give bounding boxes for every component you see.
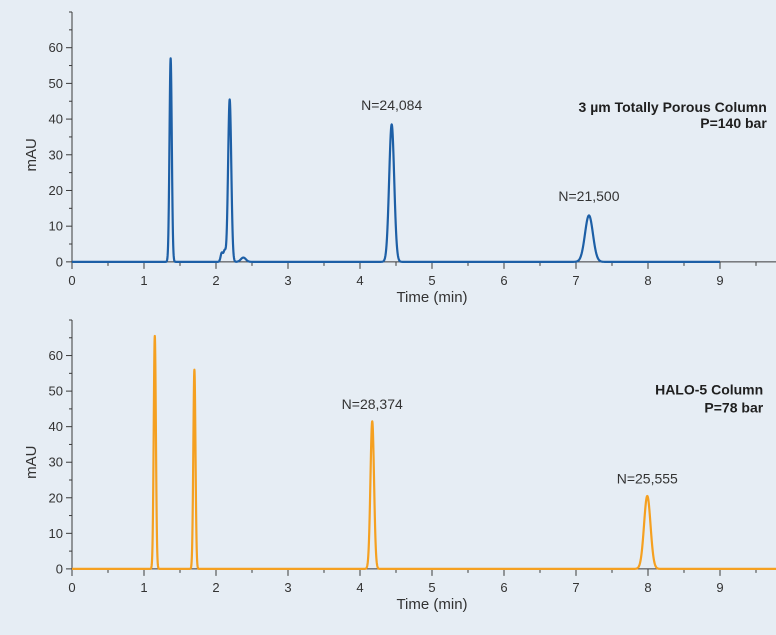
x-tick-label: 2 <box>212 273 219 288</box>
x-tick-label: 0 <box>68 580 75 595</box>
chromatogram-trace <box>71 334 776 570</box>
x-tick-label: 3 <box>284 273 291 288</box>
y-tick-label: 20 <box>49 490 63 505</box>
column-label: 3 µm Totally Porous Column <box>579 99 767 115</box>
column-label: HALO-5 Column <box>655 382 763 398</box>
x-tick-label: 9 <box>716 580 723 595</box>
x-tick-label: 9 <box>716 273 723 288</box>
x-tick-label: 8 <box>644 273 651 288</box>
y-tick-label: 30 <box>49 147 63 162</box>
x-tick-label: 4 <box>356 273 363 288</box>
y-tick-label: 40 <box>49 112 63 127</box>
column-label: P=78 bar <box>704 399 763 415</box>
x-tick-label: 7 <box>572 273 579 288</box>
y-tick-label: 20 <box>49 183 63 198</box>
column-label: P=140 bar <box>700 115 767 131</box>
x-tick-label: 0 <box>68 273 75 288</box>
y-tick-label: 60 <box>49 40 63 55</box>
x-tick-label: 2 <box>212 580 219 595</box>
x-tick-label: 1 <box>140 580 147 595</box>
y-tick-label: 10 <box>49 526 63 541</box>
y-tick-label: 10 <box>49 219 63 234</box>
x-tick-label: 5 <box>428 273 435 288</box>
peak-efficiency-label: N=21,500 <box>558 188 619 204</box>
y-tick-label: 50 <box>49 384 63 399</box>
x-axis-title: Time (min) <box>396 596 467 613</box>
x-tick-label: 8 <box>644 580 651 595</box>
y-tick-label: 0 <box>56 561 63 576</box>
peak-efficiency-label: N=24,084 <box>361 97 422 113</box>
chromatogram-trace <box>71 57 721 263</box>
y-tick-label: 30 <box>49 455 63 470</box>
y-axis-title: mAU <box>23 446 40 479</box>
peak-efficiency-label: N=25,555 <box>617 471 678 487</box>
chromatogram-panel-1: 0 10 20 30 40 50 60 0 1 2 3 4 5 6 7 8 9 Time (min) mAU N=24… <box>23 11 776 306</box>
peak-efficiency-label: N=28,374 <box>342 396 403 412</box>
x-tick-label: 1 <box>140 273 147 288</box>
y-axis-title: mAU <box>23 138 40 171</box>
y-tick-label: 60 <box>49 348 63 363</box>
chromatogram-panel-2: 0 10 20 30 40 50 60 0 1 2 3 4 5 6 7 8 9 Time (min) mAU N=28… <box>23 319 776 613</box>
x-tick-label: 3 <box>284 580 291 595</box>
x-tick-label: 6 <box>500 580 507 595</box>
x-tick-label: 5 <box>428 580 435 595</box>
x-tick-label: 6 <box>500 273 507 288</box>
y-tick-label: 50 <box>49 76 63 91</box>
x-axis-title: Time (min) <box>396 289 467 306</box>
x-tick-label: 4 <box>356 580 363 595</box>
y-tick-label: 0 <box>56 254 63 269</box>
y-tick-label: 40 <box>49 419 63 434</box>
x-tick-label: 7 <box>572 580 579 595</box>
